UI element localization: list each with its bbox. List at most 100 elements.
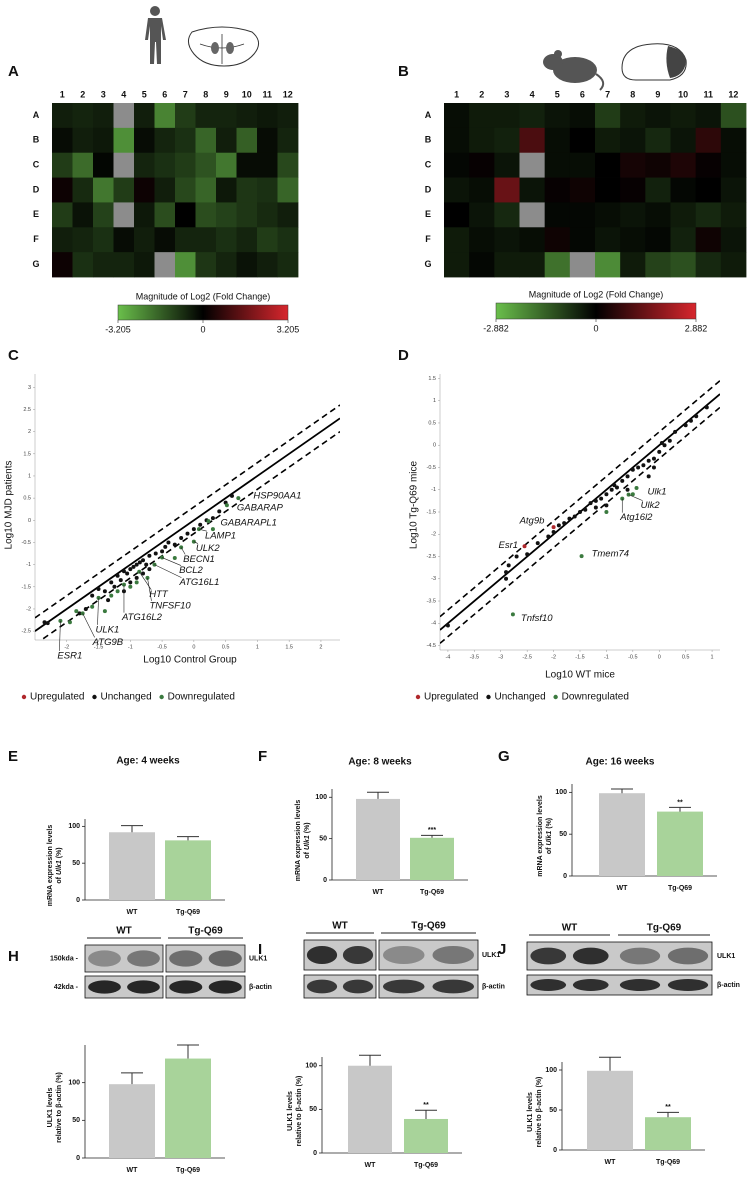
point (118, 578, 123, 583)
heatmap-cell (277, 152, 299, 178)
x-tick-label: -2 (551, 654, 556, 660)
point (651, 465, 656, 470)
legend-marker (21, 694, 27, 700)
y-tick-label: -0.5 (22, 540, 31, 546)
heatmap-cell (469, 152, 495, 178)
point (115, 589, 120, 594)
column-label: 11 (262, 89, 272, 99)
heatmap-cell (134, 103, 155, 129)
point (651, 456, 656, 461)
heatmap-cell (72, 202, 94, 228)
heatmap-cell (113, 227, 135, 253)
heatmap-cell (695, 152, 722, 178)
y-axis-label-part: (%) (56, 847, 63, 858)
point (166, 540, 171, 545)
heatmap-cell (720, 127, 747, 154)
heatmap-cell (595, 177, 621, 203)
point (224, 503, 229, 508)
heatmap-cell (154, 202, 176, 228)
heatmap-cell (620, 127, 646, 154)
y-tick-label: 100 (68, 1080, 80, 1087)
heatmap-cell (695, 202, 722, 228)
y-tick-label: 100 (555, 789, 567, 796)
heatmap-cell (469, 227, 495, 253)
heatmap-cell (216, 227, 237, 253)
y-axis-label: ofUlk1 (%) (304, 822, 311, 858)
panel-letter: G (498, 748, 510, 765)
heatmap-cell (257, 252, 278, 278)
x-tick-label: -1 (604, 654, 609, 660)
heatmap-cell (720, 227, 747, 253)
x-tick-label: Tg-Q69 (668, 885, 692, 892)
blot-band (208, 950, 242, 967)
y-axis-label-part: Ulk1 (546, 831, 553, 846)
column-label: 2 (80, 89, 85, 99)
point (551, 525, 556, 530)
point (514, 554, 519, 559)
point (688, 418, 693, 423)
column-label: 3 (101, 89, 106, 99)
y-axis-label: Log10 MJD patients (4, 461, 15, 550)
y-tick-label: -3 (431, 576, 436, 582)
x-tick-label: WT (127, 909, 139, 916)
band-label: β-actin (717, 982, 740, 989)
heatmap-cell (236, 227, 258, 253)
heatmap-cell (670, 202, 697, 228)
heatmap-cell (113, 252, 135, 278)
point (572, 514, 577, 519)
legend-label: Unchanged (100, 692, 151, 703)
x-tick-label: 1 (256, 644, 259, 650)
legend-label: Downregulated (562, 692, 629, 703)
heatmap-cell (469, 202, 495, 228)
point-label: ATG9B (92, 637, 124, 648)
point-label: TNFSF10 (149, 600, 191, 611)
heatmap-cell (257, 227, 278, 253)
y-tick-label: 1.5 (23, 451, 31, 457)
heatmap-cell (444, 252, 470, 278)
heatmap-cell (277, 227, 299, 253)
leader-line (154, 564, 182, 578)
point (160, 549, 165, 554)
legend-marker (486, 694, 491, 700)
x-tick-label: WT (605, 1159, 617, 1166)
heatmap-cell (257, 103, 278, 129)
band-label: ULK1 (482, 952, 500, 959)
cerebellum-icon (188, 26, 259, 67)
point (172, 555, 177, 560)
mouse-brain-icon (621, 43, 687, 81)
point (134, 575, 139, 580)
y-tick-label: 2 (28, 429, 31, 435)
row-label: D (33, 184, 40, 194)
column-label: 4 (530, 89, 535, 99)
heatmap-cell (236, 152, 258, 178)
x-tick-label: 0.5 (222, 644, 230, 650)
point (593, 498, 598, 503)
point (109, 593, 114, 598)
heatmap-cell (620, 202, 646, 228)
heatmap-cell (277, 252, 299, 278)
missing-cell (113, 103, 135, 129)
point (535, 541, 540, 546)
x-tick-label: Tg-Q69 (176, 1167, 200, 1174)
chart-title: Age: 4 weeks (116, 756, 180, 767)
heatmap-cell (695, 252, 722, 278)
heatmap-cell (175, 103, 196, 129)
point (609, 487, 614, 492)
point (217, 509, 222, 514)
blot-band (169, 980, 203, 994)
point (102, 609, 107, 614)
heatmap-cell (134, 252, 155, 278)
point (583, 507, 588, 512)
panel-letter: E (8, 748, 18, 765)
y-tick-label: -1.5 (22, 584, 31, 590)
heatmap-cell (216, 177, 237, 203)
panel-letter: A (8, 63, 19, 80)
row-label: C (33, 160, 40, 170)
heatmap-cell (720, 202, 747, 228)
bar (348, 1065, 392, 1153)
y-tick-label: 0 (323, 877, 327, 884)
x-tick-label: 0.5 (682, 654, 690, 660)
heatmap-cell (52, 177, 73, 203)
y-tick-label: -3.5 (427, 598, 436, 604)
point (636, 465, 641, 470)
